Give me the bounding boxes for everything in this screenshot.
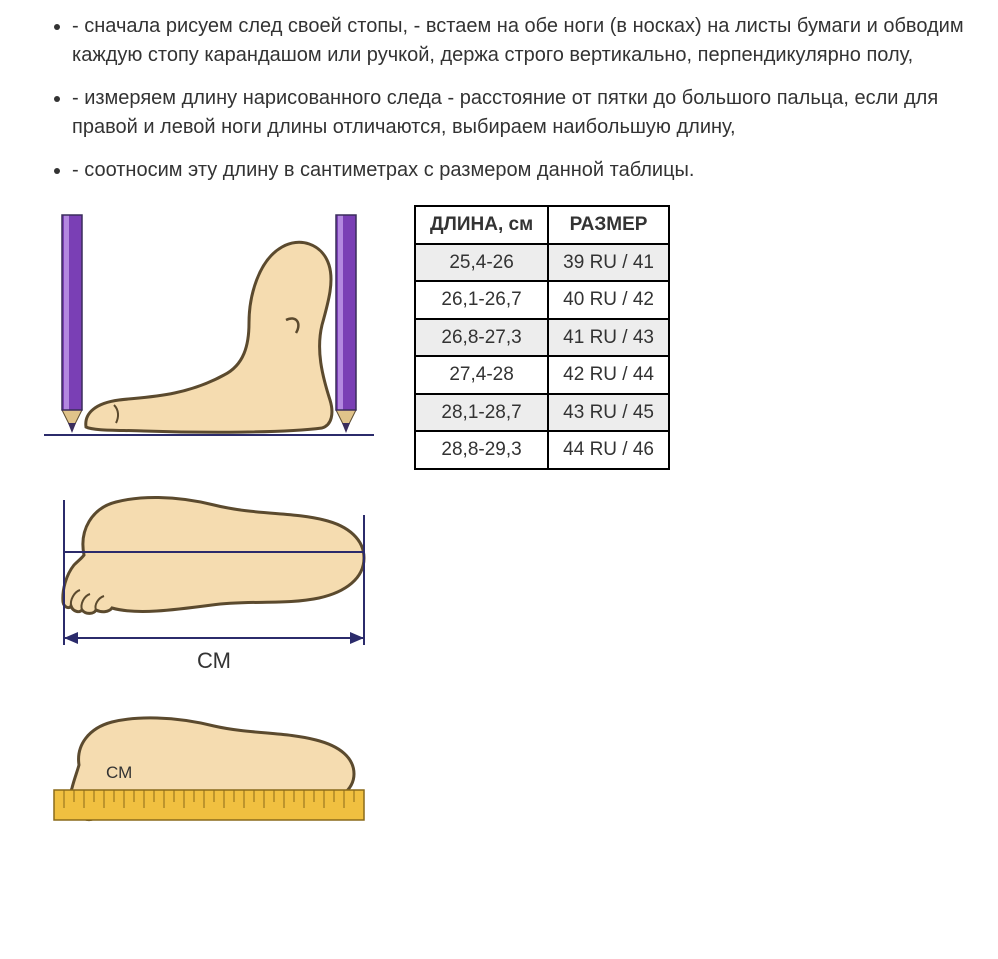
footprint-measure-diagram: СМ (24, 460, 394, 690)
table-row: 26,1-26,740 RU / 42 (415, 281, 669, 319)
ruler-icon (54, 790, 364, 820)
cell-size: 41 RU / 43 (548, 319, 669, 357)
diagram-column: СМ СМ (24, 205, 394, 850)
cell-size: 39 RU / 41 (548, 244, 669, 282)
foot-side-diagram (24, 205, 394, 460)
table-header-length: ДЛИНА, см (415, 206, 548, 244)
cell-length: 28,8-29,3 (415, 431, 548, 469)
cm-label: СМ (197, 648, 231, 673)
instruction-item: - сначала рисуем след своей стопы, - вст… (72, 12, 974, 70)
cell-length: 27,4-28 (415, 356, 548, 394)
size-table-body: 25,4-2639 RU / 4126,1-26,740 RU / 4226,8… (415, 244, 669, 469)
instruction-item: - соотносим эту длину в сантиметрах с ра… (72, 156, 974, 185)
table-row: 25,4-2639 RU / 41 (415, 244, 669, 282)
footprint-ruler-diagram: СМ (24, 690, 394, 850)
cell-length: 26,8-27,3 (415, 319, 548, 357)
table-row: 28,1-28,743 RU / 45 (415, 394, 669, 432)
table-row: 28,8-29,344 RU / 46 (415, 431, 669, 469)
cell-size: 43 RU / 45 (548, 394, 669, 432)
cm-label-small: СМ (106, 763, 132, 782)
cell-size: 42 RU / 44 (548, 356, 669, 394)
cell-length: 28,1-28,7 (415, 394, 548, 432)
table-row: 26,8-27,341 RU / 43 (415, 319, 669, 357)
instruction-item: - измеряем длину нарисованного следа - р… (72, 84, 974, 142)
footprint-icon (63, 497, 364, 613)
cell-size: 40 RU / 42 (548, 281, 669, 319)
table-header-size: РАЗМЕР (548, 206, 669, 244)
pencil-icon (62, 215, 82, 433)
table-row: 27,4-2842 RU / 44 (415, 356, 669, 394)
cell-length: 25,4-26 (415, 244, 548, 282)
cell-length: 26,1-26,7 (415, 281, 548, 319)
size-table: ДЛИНА, см РАЗМЕР 25,4-2639 RU / 4126,1-2… (414, 205, 670, 470)
pencil-icon (336, 215, 356, 433)
instruction-list: - сначала рисуем след своей стопы, - вст… (24, 12, 974, 185)
foot-side-icon (86, 242, 332, 432)
cell-size: 44 RU / 46 (548, 431, 669, 469)
content-row: СМ СМ (24, 205, 974, 850)
